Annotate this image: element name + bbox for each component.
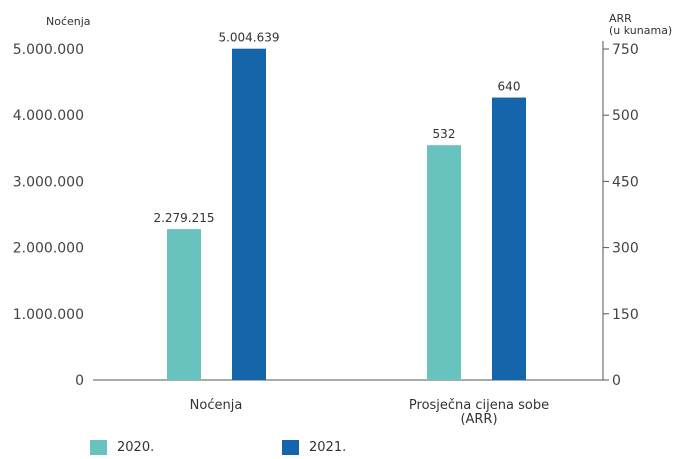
- left-y-tick-label: 1.000.000: [13, 307, 84, 323]
- right-y-tick-label: 0: [612, 373, 621, 389]
- left-axis-title: Noćenja: [46, 15, 91, 28]
- bar-2021-arr: [492, 97, 526, 381]
- right-axis-title-line: (u kunama): [609, 24, 672, 37]
- legend-label-2020: 2020.: [117, 439, 155, 455]
- bar-2021-nocenja: [232, 48, 266, 380]
- legend-swatch-2020: [90, 439, 107, 455]
- right-axis-title-line: ARR: [609, 12, 632, 25]
- data-label: 2.279.215: [153, 211, 214, 225]
- legend-label-2021: 2021.: [309, 439, 347, 455]
- right-y-tick-label: 750: [612, 42, 639, 58]
- category-label: Noćenja: [190, 398, 243, 413]
- right-y-tick-label: 450: [612, 174, 639, 190]
- right-y-tick-label: 150: [612, 307, 639, 323]
- category-label: (ARR): [460, 412, 497, 427]
- left-y-tick-label: 4.000.000: [13, 108, 84, 124]
- bar-2020-arr: [427, 145, 461, 380]
- left-y-tick-label: 5.000.000: [13, 42, 84, 58]
- legend-item-2021: 2021.: [282, 438, 346, 456]
- left-y-tick-label: 3.000.000: [13, 174, 84, 190]
- right-y-tick-label: 300: [612, 241, 639, 257]
- data-label: 640: [498, 80, 521, 94]
- category-label: Prosječna cijena sobe: [409, 398, 549, 413]
- legend-item-2020: 2020.: [90, 438, 154, 456]
- data-label: 532: [433, 127, 456, 141]
- right-y-tick-label: 500: [612, 108, 639, 124]
- left-y-tick-label: 2.000.000: [13, 241, 84, 257]
- data-label: 5.004.639: [218, 31, 279, 45]
- bar-2020-nocenja: [167, 229, 201, 380]
- left-y-tick-label: 0: [75, 373, 84, 389]
- legend-swatch-2021: [282, 439, 299, 455]
